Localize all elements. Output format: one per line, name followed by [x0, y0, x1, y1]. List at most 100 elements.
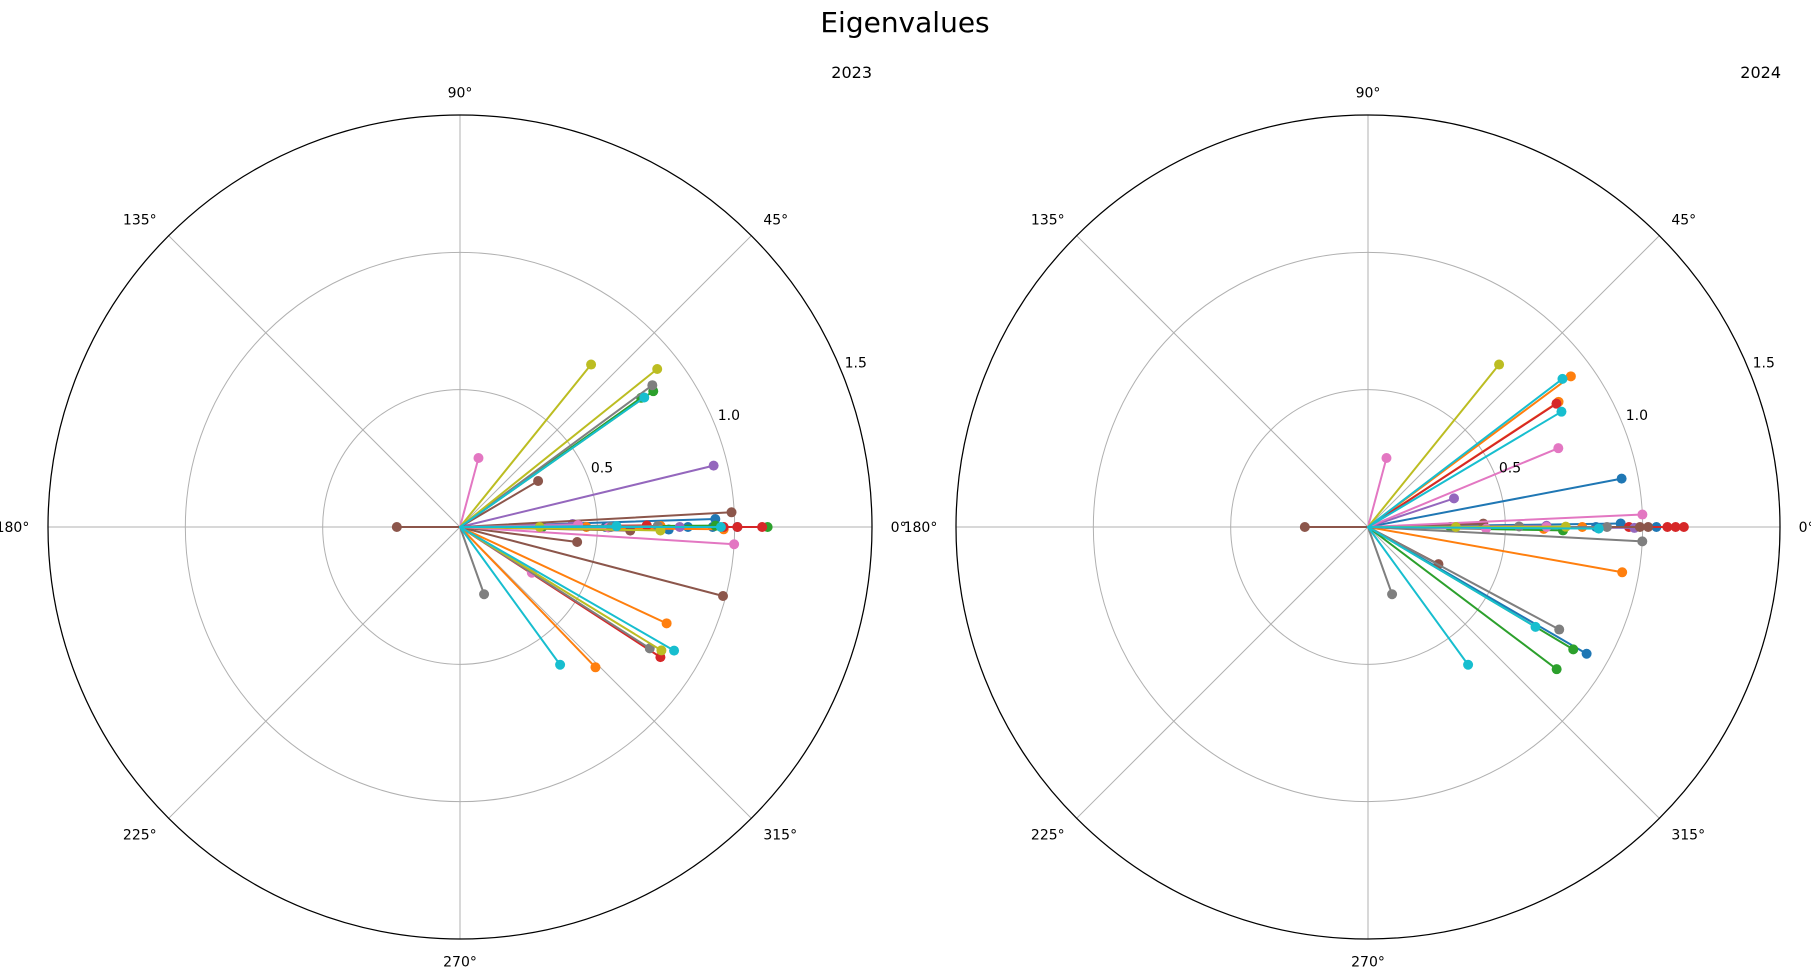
eigen-point-2024-6-2 [1553, 443, 1564, 454]
eigen-point-2024-9-0 [1557, 373, 1568, 384]
eigen-line-2023-5-1 [459, 526, 725, 598]
eigen-point-2024-0-2 [1581, 648, 1592, 659]
eigen-line-2023-5-2 [459, 479, 540, 528]
series-2023-9 [459, 392, 726, 670]
polar-chart-2023: 0° 45° 90° 135° 180° 225° 270° 315° 0.5 1.0 1.5 20… [0, 63, 907, 971]
theta-gridline-2024-3 [1076, 235, 1369, 528]
eigen-point-2024-5-4 [1634, 522, 1645, 532]
series-2024-7 [1367, 521, 1648, 635]
eigen-point-2023-5-1 [718, 591, 729, 602]
eigen-point-2024-6-0 [1381, 453, 1392, 464]
eigen-point-2023-4-0 [708, 460, 719, 471]
eigen-line-2024-9-0 [1367, 377, 1564, 528]
eigen-point-2023-5-3 [391, 522, 402, 532]
eigen-point-2024-3-1 [1670, 522, 1681, 532]
eigen-point-2023-9-2 [555, 659, 566, 670]
eigen-point-2023-7-0 [647, 380, 658, 391]
theta-gridline-2023-7 [459, 526, 752, 819]
polar-frame-2023 [47, 114, 873, 940]
eigen-point-2024-1-1 [1565, 371, 1576, 382]
eigen-point-2023-6-0 [473, 453, 484, 464]
eigen-line-2023-8-2 [459, 526, 663, 652]
theta-tick-label-2023-2: 90° [448, 85, 473, 101]
eigen-point-2024-8-0 [1494, 359, 1505, 370]
eigen-point-2024-3-0 [1551, 398, 1562, 409]
eigen-point-2024-2-1 [1568, 644, 1579, 655]
eigen-line-2024-0-0 [1367, 477, 1623, 528]
eigen-line-2023-5-0 [459, 511, 733, 528]
eigen-line-2023-6-0 [459, 457, 480, 528]
theta-tick-label-2024-1: 45° [1671, 213, 1696, 229]
eigen-point-2024-6-1 [1637, 509, 1648, 520]
theta-tick-label-2023-3: 135° [123, 213, 157, 229]
theta-tick-label-2023-7: 315° [763, 827, 797, 843]
eigen-point-2024-0-1 [1615, 518, 1626, 529]
theta-tick-label-2023-4: 180° [0, 520, 29, 536]
theta-tick-label-2023-5: 225° [123, 827, 157, 843]
eigen-line-2023-9-2 [459, 526, 562, 666]
series-2024-6 [1367, 443, 1648, 534]
eigen-point-2023-9-1 [669, 645, 680, 656]
eigen-point-2024-5-0 [1299, 522, 1310, 532]
eigen-point-2024-9-3 [1463, 659, 1474, 670]
eigen-point-2023-9-4 [611, 521, 622, 532]
r-tick-label-2023-2: 1.5 [845, 355, 867, 371]
eigen-line-2024-7-2 [1367, 526, 1561, 631]
eigen-point-2024-9-4 [1593, 523, 1604, 534]
eigen-point-2023-6-1 [729, 539, 740, 550]
eigen-point-2023-7-2 [479, 589, 490, 600]
eigen-line-2024-6-1 [1367, 513, 1644, 528]
theta-tick-label-2023-1: 45° [763, 213, 788, 229]
theta-tick-label-2024-0: 0° [1799, 520, 1811, 536]
eigen-line-2024-9-3 [1367, 526, 1470, 666]
eigen-line-2023-9-0 [459, 396, 646, 528]
series-group-2023 [391, 359, 773, 673]
eigen-line-2023-6-1 [459, 526, 736, 546]
eigen-point-2024-7-1 [1637, 536, 1648, 547]
eigen-point-2023-5-2 [533, 475, 544, 486]
eigen-point-2023-8-0 [586, 359, 597, 370]
theta-tick-label-2024-3: 135° [1031, 213, 1065, 229]
eigen-line-2023-9-1 [459, 526, 676, 652]
eigen-point-2024-3-3 [1678, 522, 1689, 532]
eigen-point-2023-5-0 [726, 507, 737, 518]
eigen-point-2024-7-2 [1554, 624, 1565, 635]
theta-gridline-2024-5 [1076, 526, 1369, 819]
eigen-point-2023-3-3 [757, 522, 768, 532]
theta-tick-label-2023-6: 270° [443, 955, 477, 971]
eigen-line-2023-9-4 [459, 525, 618, 528]
theta-gridline-2023-5 [168, 526, 461, 819]
eigen-point-2024-2-0 [1551, 664, 1562, 675]
eigen-line-2024-9-4 [1367, 526, 1600, 530]
series-group-2024 [1299, 359, 1689, 675]
eigen-point-2024-1-2 [1617, 567, 1628, 578]
series-2023-1 [459, 520, 729, 673]
polar-frame-2024 [955, 114, 1781, 940]
eigen-point-2024-5-3 [1643, 522, 1654, 532]
eigen-line-2024-7-0 [1367, 526, 1394, 596]
eigen-line-2023-1-1 [459, 526, 668, 625]
series-2024-9 [1367, 373, 1604, 670]
eigen-line-2024-8-0 [1367, 363, 1501, 528]
eigen-point-2023-9-0 [639, 392, 650, 403]
theta-gridline-2023-1 [459, 235, 752, 528]
theta-tick-label-2024-4: 180° [904, 520, 938, 536]
chart-title-2024: 2024 [1740, 63, 1781, 82]
eigen-line-2024-1-2 [1367, 526, 1624, 574]
eigen-line-2023-8-1 [459, 368, 659, 528]
polar-grid-2023 [47, 114, 873, 940]
eigen-line-2023-8-0 [459, 363, 593, 528]
theta-tick-label-2024-2: 90° [1356, 85, 1381, 101]
eigen-line-2024-9-1 [1367, 526, 1537, 628]
eigen-point-2024-7-0 [1387, 589, 1398, 600]
eigen-line-2024-7-1 [1367, 526, 1644, 543]
eigen-point-2024-9-1 [1530, 621, 1541, 632]
tick-labels-2023: 0° 45° 90° 135° 180° 225° 270° 315° 0.5 1.0 1.5 [0, 85, 907, 970]
eigen-point-2023-9-3 [715, 522, 726, 532]
eigen-line-2024-2-0 [1367, 526, 1558, 671]
eigen-line-2023-4-0 [459, 464, 715, 528]
theta-gridline-2024-1 [1367, 235, 1660, 528]
eigen-point-2023-8-2 [656, 645, 667, 656]
eigen-line-2023-1-0 [459, 526, 597, 669]
eigen-point-2024-4-0 [1449, 493, 1460, 504]
